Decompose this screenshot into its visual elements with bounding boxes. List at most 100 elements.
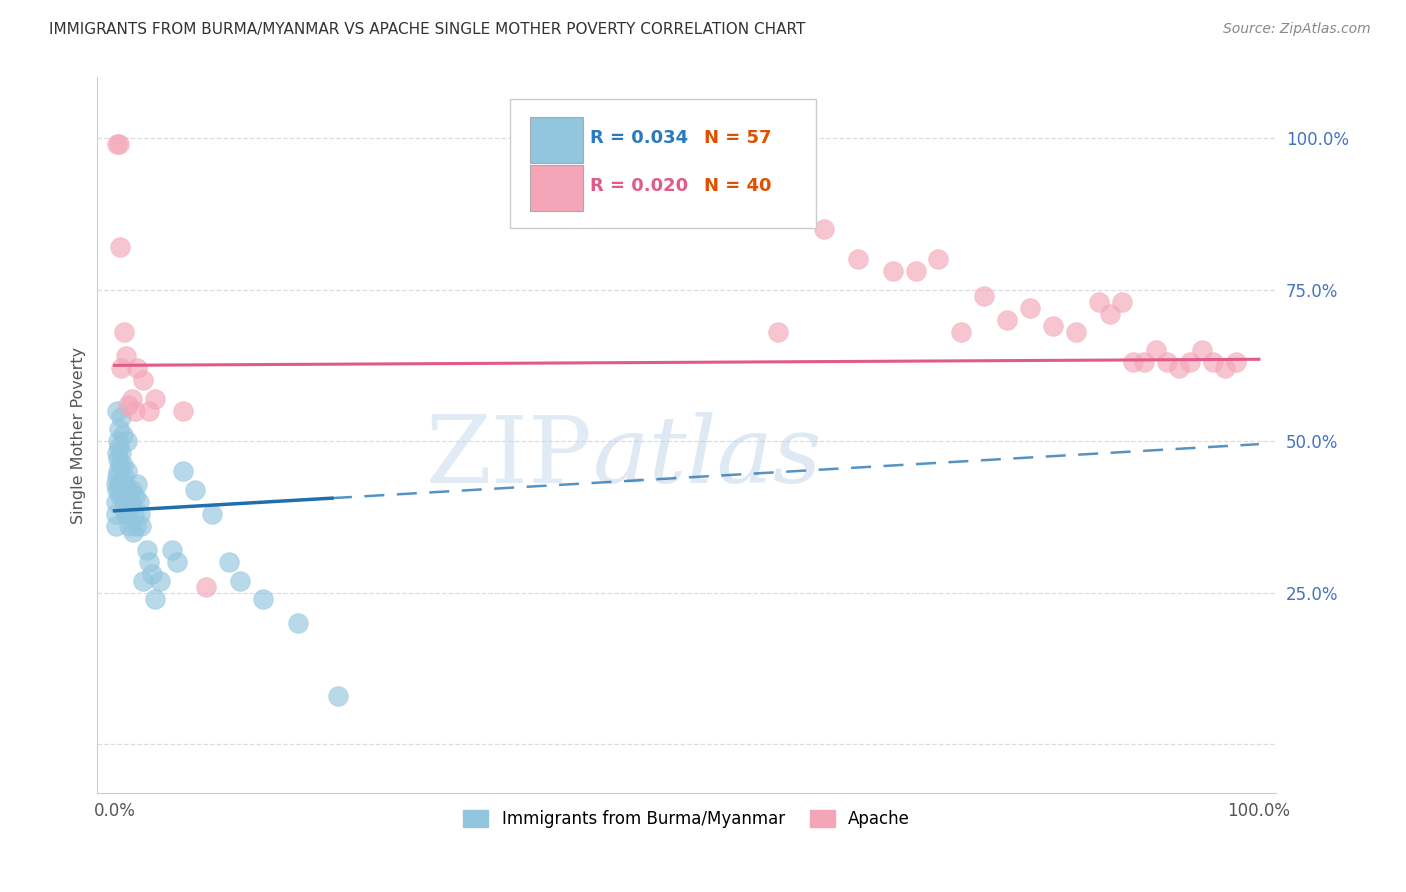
Point	[112, 470, 135, 484]
Point	[132, 374, 155, 388]
Point	[1191, 343, 1213, 358]
Point	[1225, 355, 1247, 369]
Point	[121, 392, 143, 406]
Point	[105, 404, 128, 418]
Y-axis label: Single Mother Poverty: Single Mother Poverty	[72, 346, 86, 524]
Point	[115, 349, 138, 363]
Text: IMMIGRANTS FROM BURMA/MYANMAR VS APACHE SINGLE MOTHER POVERTY CORRELATION CHART: IMMIGRANTS FROM BURMA/MYANMAR VS APACHE …	[49, 22, 806, 37]
Point	[1202, 355, 1225, 369]
Text: R = 0.020: R = 0.020	[591, 178, 688, 195]
Point	[143, 591, 166, 606]
Point	[105, 137, 128, 152]
Point	[114, 507, 136, 521]
Point	[252, 591, 274, 606]
Point	[904, 264, 927, 278]
FancyBboxPatch shape	[530, 117, 583, 163]
Point	[1087, 294, 1109, 309]
Point	[117, 507, 139, 521]
Point	[108, 422, 131, 436]
Point	[104, 519, 127, 533]
Point	[172, 404, 194, 418]
Point	[149, 574, 172, 588]
Point	[110, 446, 132, 460]
Point	[105, 483, 128, 497]
Point	[132, 574, 155, 588]
Point	[114, 476, 136, 491]
Point	[115, 464, 138, 478]
Point	[768, 325, 790, 339]
Point	[1019, 301, 1042, 315]
Point	[110, 489, 132, 503]
Point	[127, 361, 149, 376]
Point	[927, 252, 949, 267]
Text: R = 0.034: R = 0.034	[591, 129, 688, 147]
Point	[118, 519, 141, 533]
Point	[1156, 355, 1178, 369]
Point	[107, 452, 129, 467]
Point	[129, 519, 152, 533]
Point	[105, 470, 128, 484]
Point	[115, 507, 138, 521]
Point	[201, 507, 224, 521]
Point	[110, 361, 132, 376]
Point	[848, 252, 870, 267]
Point	[110, 458, 132, 473]
Point	[195, 580, 218, 594]
Point	[166, 555, 188, 569]
Point	[138, 404, 160, 418]
Point	[135, 543, 157, 558]
Point	[218, 555, 240, 569]
Text: atlas: atlas	[592, 411, 823, 501]
Point	[112, 494, 135, 508]
Point	[110, 240, 132, 254]
Point	[108, 440, 131, 454]
Point	[128, 494, 150, 508]
Point	[183, 483, 205, 497]
Text: N = 40: N = 40	[704, 178, 772, 195]
Point	[122, 507, 145, 521]
Point	[1133, 355, 1156, 369]
Point	[1167, 361, 1189, 376]
Point	[1042, 318, 1064, 333]
Point	[138, 555, 160, 569]
Point	[141, 567, 163, 582]
Point	[107, 464, 129, 478]
Point	[115, 434, 138, 449]
Point	[124, 404, 146, 418]
Point	[229, 574, 252, 588]
Point	[1064, 325, 1087, 339]
Point	[115, 489, 138, 503]
Point	[1122, 355, 1144, 369]
Point	[882, 264, 904, 278]
Point	[104, 494, 127, 508]
Point	[973, 288, 995, 302]
Point	[111, 458, 134, 473]
Text: ZIP: ZIP	[426, 411, 592, 501]
Point	[1099, 307, 1122, 321]
Point	[172, 464, 194, 478]
Point	[326, 689, 349, 703]
Point	[125, 519, 148, 533]
Point	[143, 392, 166, 406]
Point	[110, 409, 132, 424]
Point	[108, 137, 131, 152]
Point	[121, 524, 143, 539]
Point	[124, 489, 146, 503]
Point	[117, 398, 139, 412]
Point	[950, 325, 973, 339]
Point	[1213, 361, 1236, 376]
Point	[127, 476, 149, 491]
Legend: Immigrants from Burma/Myanmar, Apache: Immigrants from Burma/Myanmar, Apache	[457, 803, 917, 834]
Point	[104, 507, 127, 521]
Point	[120, 494, 142, 508]
Text: N = 57: N = 57	[704, 129, 772, 147]
Point	[1180, 355, 1202, 369]
Point	[160, 543, 183, 558]
Point	[111, 428, 134, 442]
Point	[1111, 294, 1133, 309]
Point	[995, 313, 1018, 327]
Point	[117, 483, 139, 497]
Point	[287, 615, 309, 630]
FancyBboxPatch shape	[510, 99, 817, 227]
Point	[112, 325, 135, 339]
